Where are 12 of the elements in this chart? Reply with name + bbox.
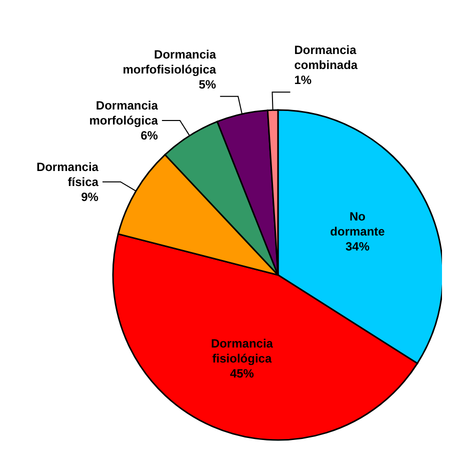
data-label: 6% [140,128,158,142]
data-label: 9% [81,190,99,204]
slice-label: Dormancia morfofisiológica [122,47,216,76]
data-label: 5% [198,77,216,92]
data-label: 1% [294,73,312,88]
slice-label: No dormante [330,209,386,238]
slice-label: Dormancia combinada [294,43,358,72]
data-label: 34% [346,239,370,254]
data-label: 45% [230,366,254,380]
slice-label: Dormancia física [36,160,99,189]
slice-label: Dormancia morfológica [89,98,158,128]
slice-label: Dormancia fisiológica [210,336,274,366]
